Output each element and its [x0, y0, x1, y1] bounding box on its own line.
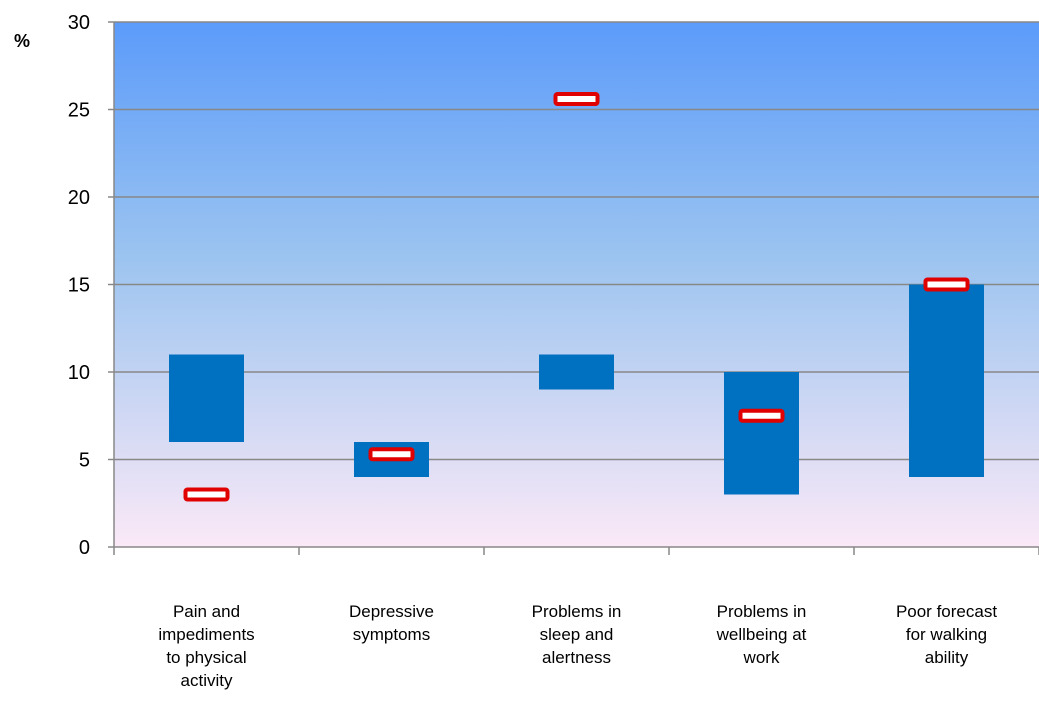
marker — [923, 277, 970, 292]
y-tick-label: 0 — [79, 537, 90, 559]
y-axis-label: % — [14, 31, 30, 51]
marker — [738, 408, 785, 423]
marker — [368, 447, 415, 462]
x-category-label: Pain and impediments to physical activity — [158, 602, 254, 690]
y-tick-label: 5 — [79, 450, 90, 472]
x-category-labels: Pain and impediments to physical activity De… — [158, 602, 997, 690]
range-bar — [724, 372, 799, 495]
markers — [183, 92, 970, 502]
range-bar — [909, 284, 984, 477]
axes — [108, 21, 1039, 555]
x-category-label: Problems in sleep and alertness — [532, 602, 622, 667]
y-tick-label: 15 — [68, 275, 90, 297]
y-tick-labels: 0 5 10 15 20 25 30 — [68, 12, 90, 559]
y-tick-label: 20 — [68, 187, 90, 209]
range-bar — [169, 354, 244, 442]
y-tick-label: 10 — [68, 362, 90, 384]
y-tick-label: 25 — [68, 100, 90, 122]
x-category-label: Depressive symptoms — [349, 602, 434, 644]
range-bar — [539, 354, 614, 390]
x-category-label: Problems in wellbeing at work — [716, 602, 807, 667]
y-tick-label: 30 — [68, 12, 90, 34]
x-category-label: Poor forecast for walking ability — [896, 602, 997, 667]
marker — [183, 487, 230, 502]
marker — [553, 92, 600, 106]
